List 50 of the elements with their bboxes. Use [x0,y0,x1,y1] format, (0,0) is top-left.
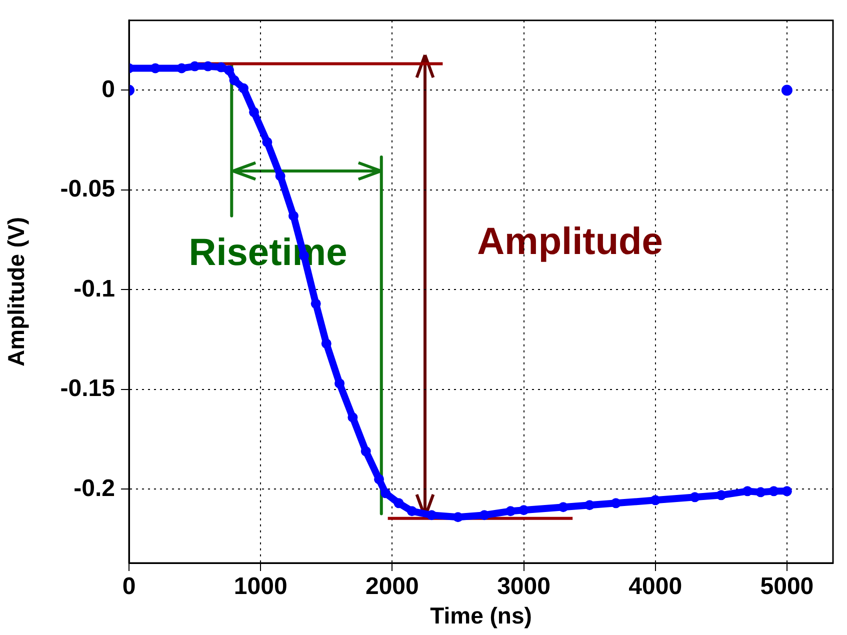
x-tick-label: 4000 [628,573,682,600]
x-axis-title: Time (ns) [430,602,532,629]
x-tick-label: 2000 [365,573,419,600]
point [176,63,187,74]
y-tick-label: -0.1 [74,275,115,302]
annotation: Amplitude [477,221,663,263]
point [275,171,286,181]
point [380,488,391,498]
point [756,487,766,498]
point [310,298,321,309]
point [426,510,437,520]
point [610,498,621,508]
point [360,446,371,456]
point [406,506,417,516]
point [768,486,779,496]
point [452,512,463,522]
point [238,83,248,94]
point [224,65,234,76]
point [262,137,272,148]
y-tick-label: 0 [102,76,115,103]
point [584,500,595,510]
point [334,378,345,388]
point [288,210,298,221]
y-tick-label: -0.2 [74,474,115,502]
y-tick-label: -0.05 [60,176,115,203]
x-tick-label: 1000 [234,573,288,600]
point [229,75,240,86]
point [150,63,160,74]
point [506,506,516,516]
y-axis-title: Amplitude (V) [3,216,30,366]
point [216,62,226,72]
point [518,505,529,516]
point [782,486,792,496]
point [374,474,384,484]
y-tick-label: -0.15 [60,375,115,402]
point [321,338,332,349]
point [249,107,260,118]
point [716,490,726,500]
point [650,495,660,506]
point [202,61,213,72]
point [558,502,568,512]
point [479,510,490,520]
x-tick-label: 3000 [497,573,550,600]
point [190,61,200,72]
x-tick-label: 0 [122,573,136,600]
point [348,412,358,422]
point [394,498,404,508]
point [742,486,752,496]
point [690,492,700,502]
x-tick-label: 5000 [760,573,814,600]
